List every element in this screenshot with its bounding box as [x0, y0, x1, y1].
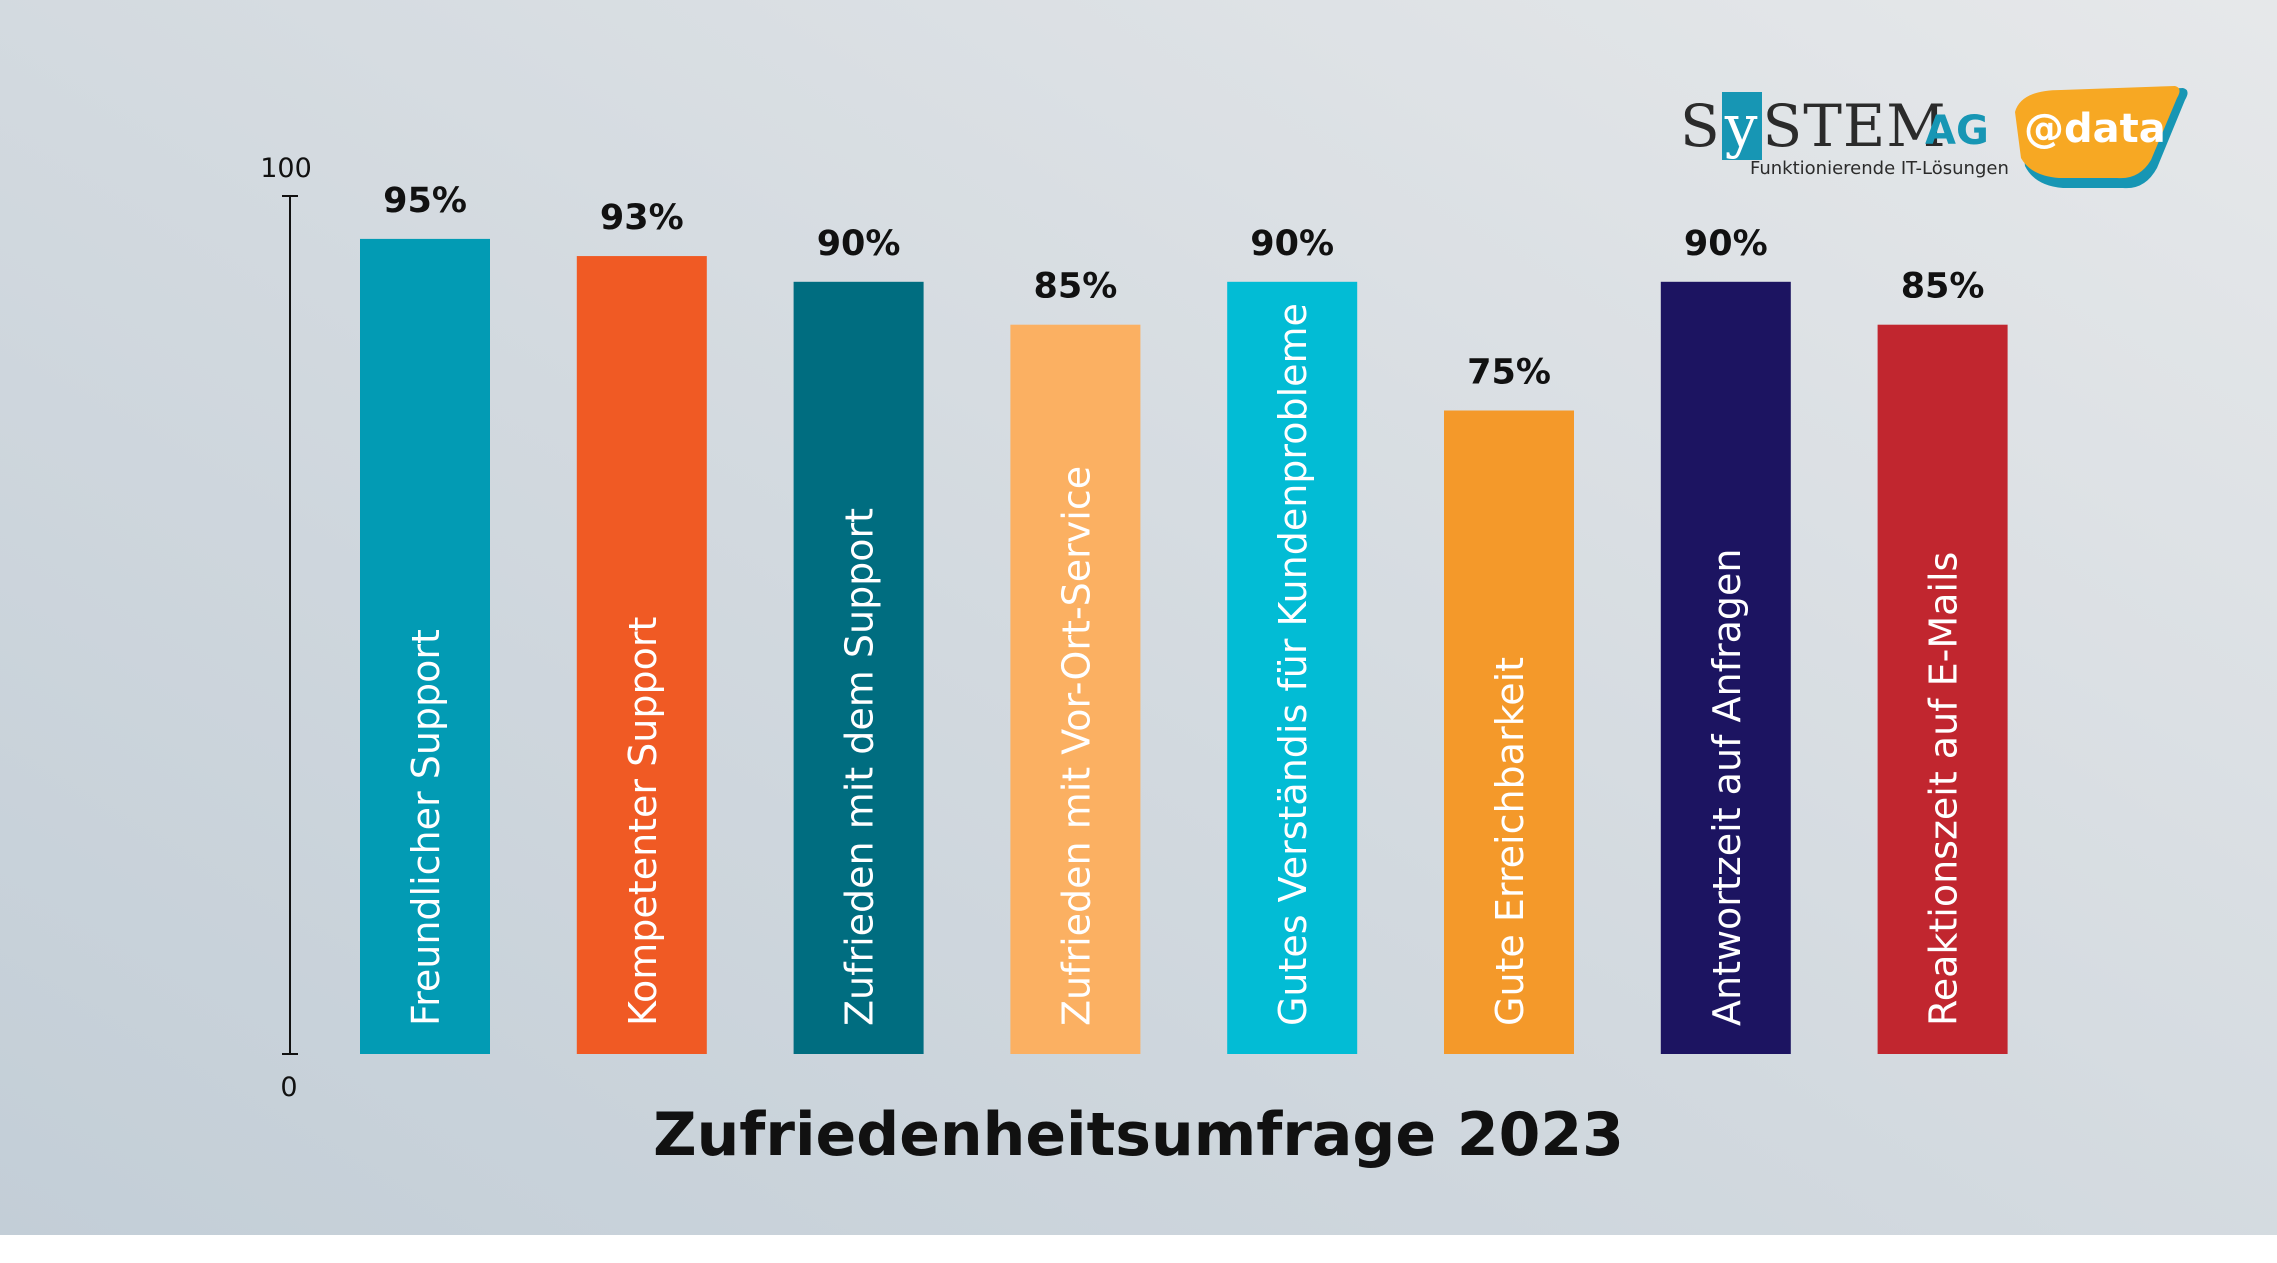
data-label: 90% — [817, 224, 901, 264]
bar — [576, 256, 707, 1054]
bar-group: 75% Gute Erreichbarkeit — [1444, 353, 1574, 1054]
data-label: 90% — [1250, 224, 1334, 264]
bar — [1444, 410, 1574, 1054]
bar-category-label: Gute Erreichbarkeit — [1488, 657, 1532, 1026]
chart-title: Zufriedenheitsumfrage 2023 — [653, 1100, 1624, 1170]
y-tick-label: 0 — [280, 1072, 297, 1103]
company-logo: SySTEM AG Funktionierende IT-Lösungen @d… — [1680, 86, 2190, 196]
bar-group: 95% Freundlicher Support — [360, 181, 490, 1054]
bar-group: 90% Antwortzeit auf Anfragen — [1660, 224, 1791, 1054]
bar-category-label: Gutes Verständis für Kundenprobleme — [1271, 303, 1315, 1026]
bar — [1877, 324, 2008, 1054]
bar-group: 93% Kompetenter Support — [576, 198, 707, 1054]
y-axis: 100 0 — [260, 153, 312, 1103]
bar-category-label: Zufrieden mit dem Support — [838, 508, 882, 1026]
bar-group: 90% Gutes Verständis für Kundenprobleme — [1227, 224, 1358, 1054]
bar-category-label: Freundlicher Support — [404, 629, 448, 1026]
data-label: 93% — [600, 198, 684, 238]
bars: 95% Freundlicher Support 93% Kompetenter Su… — [360, 181, 2008, 1054]
logo-tagline: Funktionierende IT-Lösungen — [1750, 158, 2009, 179]
bar — [1010, 324, 1141, 1054]
bar-group: 85% Zufrieden mit Vor-Ort-Service — [1010, 267, 1141, 1054]
data-label: 90% — [1684, 224, 1768, 264]
bar-group: 85% Reaktionszeit auf E-Mails — [1877, 267, 2008, 1054]
data-label: 75% — [1467, 353, 1551, 393]
bar-category-label: Antwortzeit auf Anfragen — [1705, 549, 1749, 1026]
bar — [793, 281, 924, 1054]
data-label: 95% — [383, 181, 467, 221]
logo-badge-text: @data — [2024, 106, 2166, 152]
bar-group: 90% Zufrieden mit dem Support — [793, 224, 924, 1054]
bar — [360, 238, 490, 1054]
logo-wordmark: SySTEM — [1680, 92, 1947, 160]
y-tick-label: 100 — [260, 153, 312, 184]
bar-category-label: Zufrieden mit Vor-Ort-Service — [1054, 466, 1098, 1026]
bar — [1227, 281, 1358, 1054]
bar — [1660, 281, 1791, 1054]
bar-category-label: Kompetenter Support — [621, 617, 665, 1026]
data-label: 85% — [1034, 267, 1118, 307]
data-label: 85% — [1901, 267, 1985, 307]
logo-ag: AG — [1925, 108, 1989, 154]
logo-badge-shape — [2015, 86, 2188, 189]
bar-category-label: Reaktionszeit auf E-Mails — [1922, 552, 1966, 1026]
